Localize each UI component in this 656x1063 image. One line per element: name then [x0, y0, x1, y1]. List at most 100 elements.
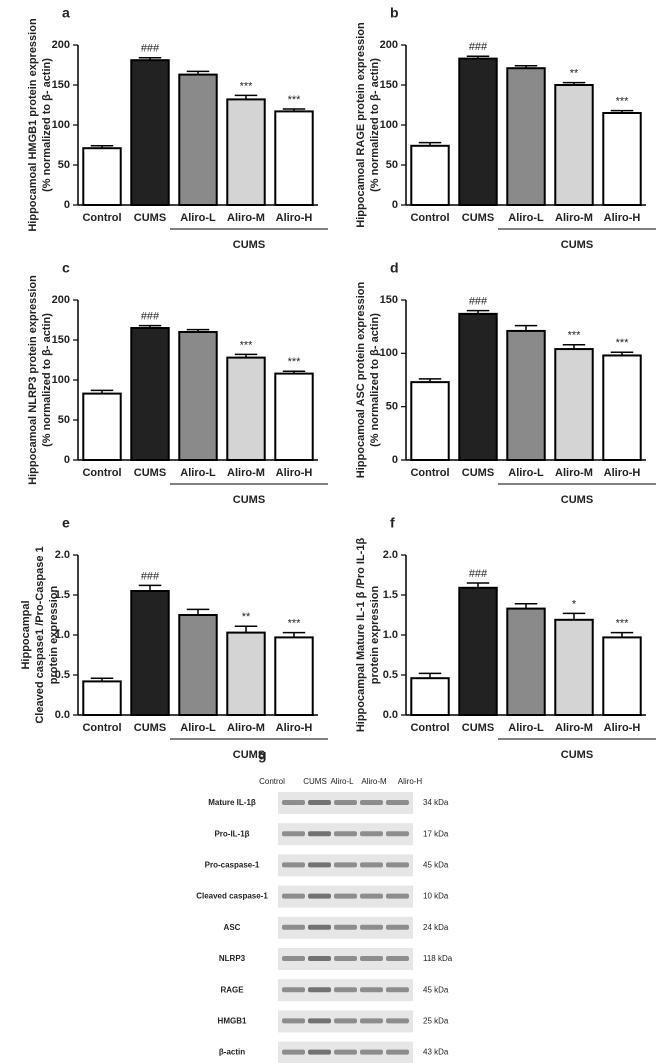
- bar: [554, 84, 594, 206]
- bar: [274, 110, 314, 206]
- size-label: 10 kDa: [423, 892, 449, 901]
- y-tick-label: 0: [64, 454, 70, 466]
- blot-band: [282, 956, 305, 961]
- blot-band: [334, 800, 357, 805]
- blot-band: [386, 831, 409, 837]
- significance-label: ***: [288, 94, 302, 106]
- panel-label: c: [62, 260, 70, 276]
- bar: [602, 112, 642, 206]
- y-tick-label: 100: [52, 374, 70, 386]
- x-tick-label: Aliro-M: [555, 467, 593, 479]
- panel-label: b: [390, 5, 399, 21]
- y-axis-label: Hippocampal: [20, 600, 32, 669]
- y-tick-label: 1.5: [55, 589, 70, 601]
- panel-label: e: [62, 515, 70, 531]
- x-tick-label: Aliro-L: [180, 212, 216, 224]
- significance-label: ***: [616, 618, 630, 630]
- bar: [178, 331, 218, 461]
- blot-band: [386, 893, 409, 899]
- y-tick-label: 150: [380, 294, 398, 306]
- panel-label: g: [258, 747, 267, 763]
- blot-band: [308, 956, 331, 961]
- chart-panel: e Hippocampal Cleaved caspase1 /Pro-Caspas…: [20, 515, 328, 761]
- size-label: 34 kDa: [423, 798, 449, 807]
- protein-label: NLRP3: [219, 954, 246, 963]
- bar: [506, 329, 546, 461]
- blot-band: [308, 893, 331, 899]
- y-tick-label: 150: [380, 79, 398, 91]
- y-axis-label: Hippocamoal NLRP3 protein expression: [27, 275, 39, 485]
- blot-band: [282, 893, 305, 899]
- bar: [602, 354, 642, 461]
- blot-band: [360, 924, 383, 930]
- y-axis-label: (% normalized to β- actin): [369, 58, 381, 192]
- blot-band: [308, 987, 331, 993]
- y-tick-label: 0: [64, 199, 70, 211]
- y-tick-label: 200: [380, 39, 398, 51]
- x-tick-label: Aliro-H: [604, 212, 641, 224]
- x-tick-label: CUMS: [134, 467, 166, 479]
- x-tick-label: Aliro-L: [508, 212, 544, 224]
- lane-label: Aliro-M: [361, 777, 387, 786]
- bar: [458, 57, 498, 206]
- bar: [506, 67, 546, 206]
- group-label: CUMS: [561, 239, 593, 251]
- blot-band: [360, 987, 383, 993]
- panel-label: a: [62, 5, 70, 21]
- bar: [458, 586, 498, 716]
- blot-band: [360, 831, 383, 837]
- y-tick-label: 0.0: [383, 709, 398, 721]
- blot-band: [282, 987, 305, 993]
- blot-band: [360, 800, 383, 805]
- significance-label: **: [570, 68, 579, 80]
- y-tick-label: 200: [52, 39, 70, 51]
- protein-label: HMGB1: [218, 1017, 247, 1026]
- blot-band: [386, 862, 409, 868]
- blot-band: [360, 893, 383, 899]
- size-label: 43 kDa: [423, 1048, 449, 1057]
- y-tick-label: 50: [386, 401, 398, 413]
- size-label: 17 kDa: [423, 829, 449, 838]
- size-label: 118 kDa: [423, 954, 453, 963]
- group-label: CUMS: [233, 239, 265, 251]
- blot-band: [334, 924, 357, 930]
- y-tick-label: 1.5: [383, 589, 398, 601]
- lane-label: Aliro-H: [398, 777, 423, 786]
- x-tick-label: Aliro-M: [227, 722, 265, 734]
- y-axis-label: (% normalized to β- actin): [41, 313, 53, 447]
- significance-label: ***: [240, 80, 254, 92]
- y-tick-label: 1.0: [55, 629, 70, 641]
- size-label: 24 kDa: [423, 923, 449, 932]
- significance-label: ***: [568, 330, 582, 342]
- blot-band: [308, 831, 331, 837]
- x-tick-label: Aliro-H: [276, 212, 313, 224]
- x-tick-label: CUMS: [462, 212, 494, 224]
- panel-label: d: [390, 260, 399, 276]
- x-tick-label: CUMS: [462, 467, 494, 479]
- x-tick-label: Control: [410, 722, 449, 734]
- x-tick-label: CUMS: [134, 722, 166, 734]
- protein-label: Pro-IL-1β: [214, 829, 249, 838]
- x-tick-label: Aliro-H: [604, 722, 641, 734]
- bar: [602, 636, 642, 716]
- chart-panel: d Hippocamoal ASC protein expression (% no…: [355, 260, 656, 506]
- blot-band: [334, 862, 357, 868]
- y-axis-label: Hippocamoal RAGE protein expression: [355, 22, 367, 228]
- size-label: 25 kDa: [423, 1017, 449, 1026]
- chart-panel: b Hippocamoal RAGE protein expression (% n…: [355, 5, 656, 251]
- chart-panel: c Hippocamoal NLRP3 protein expression (% …: [27, 260, 328, 506]
- blot-band: [334, 956, 357, 961]
- bar: [178, 614, 218, 716]
- y-tick-label: 100: [52, 119, 70, 131]
- x-tick-label: Aliro-M: [555, 722, 593, 734]
- y-tick-label: 0.5: [383, 669, 398, 681]
- significance-label: ###: [141, 570, 160, 582]
- bar: [226, 98, 266, 206]
- y-tick-label: 0.5: [55, 669, 70, 681]
- y-axis-label: Cleaved caspase1 /Pro-Caspase 1: [34, 546, 46, 723]
- bar: [226, 356, 266, 461]
- x-tick-label: Aliro-H: [276, 722, 313, 734]
- x-tick-label: Control: [82, 212, 121, 224]
- panel-label: f: [390, 515, 395, 531]
